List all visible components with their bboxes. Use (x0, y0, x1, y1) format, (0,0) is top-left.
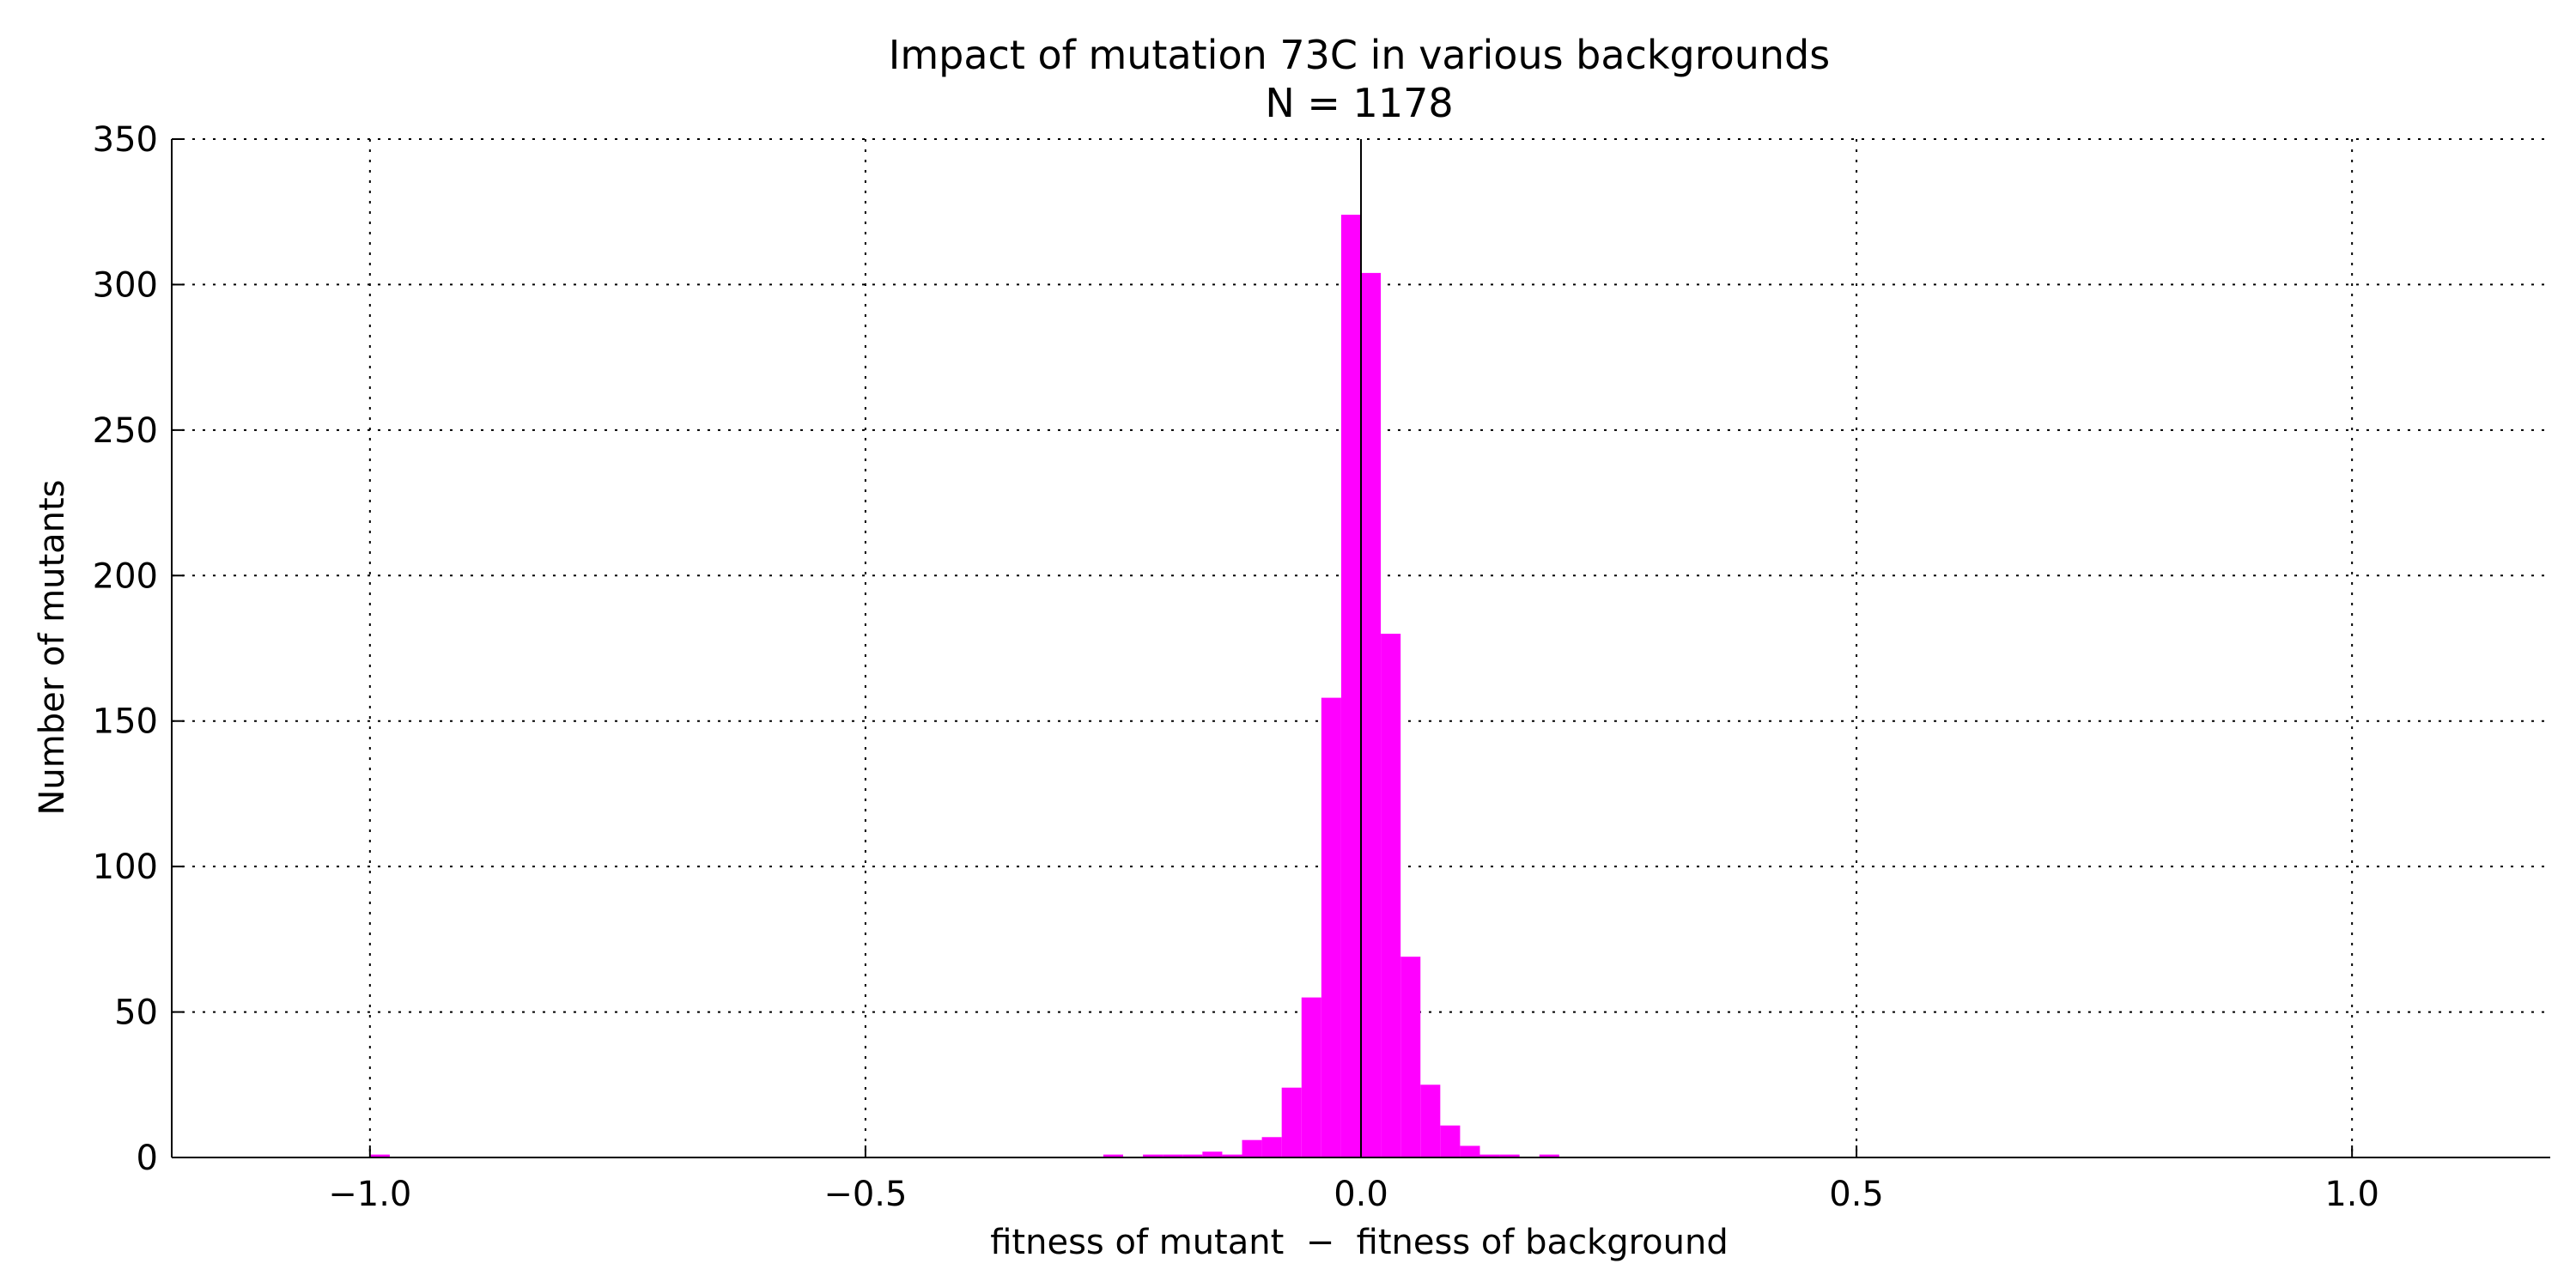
histogram-bar (1479, 1154, 1500, 1157)
x-tick-label: 1.0 (2324, 1175, 2379, 1214)
histogram-bar (1182, 1154, 1203, 1157)
histogram-bar (1440, 1125, 1461, 1157)
histogram-bar (1420, 1084, 1441, 1157)
y-tick-labels: 0 50 100 150 200 250 300 350 (93, 120, 158, 1178)
histogram-bar (1222, 1154, 1242, 1157)
chart-subtitle: N = 1178 (1265, 80, 1453, 126)
y-tick-label: 150 (93, 702, 158, 742)
histogram-bar (1340, 215, 1361, 1157)
y-tick-label: 200 (93, 556, 158, 596)
histogram-bar (1163, 1154, 1183, 1157)
y-tick-label: 350 (93, 120, 158, 160)
histogram-bar (1103, 1154, 1123, 1157)
histogram-bar (1381, 634, 1401, 1157)
histogram-bar (1460, 1145, 1480, 1157)
histogram-bar (1281, 1087, 1302, 1157)
y-tick-label: 250 (93, 411, 158, 451)
x-tick-label: −1.0 (328, 1175, 411, 1214)
histogram-bar (1261, 1137, 1282, 1157)
y-axis-label: Number of mutants (33, 479, 72, 815)
x-tick-labels: −1.0 −0.5 0.0 0.5 1.0 (328, 1175, 2379, 1214)
chart-title: Impact of mutation 73C in various backgr… (889, 32, 1830, 78)
histogram-bar (1361, 272, 1382, 1158)
y-tick-label: 0 (137, 1139, 158, 1178)
x-tick-label: 0.0 (1334, 1175, 1388, 1214)
axes (171, 138, 2550, 1158)
y-tick-label: 50 (114, 993, 158, 1033)
histogram-bars (369, 215, 1559, 1158)
y-tick-label: 300 (93, 265, 158, 305)
histogram-bar (1202, 1151, 1223, 1157)
histogram-bar (1499, 1154, 1520, 1157)
histogram-bar (369, 1154, 390, 1157)
y-tick-label: 100 (93, 848, 158, 887)
histogram-bar (1321, 697, 1341, 1157)
x-axis-label: fitness of mutant − fitness of backgroun… (990, 1223, 1728, 1262)
histogram-bar (1242, 1139, 1262, 1157)
histogram-bar (1539, 1154, 1559, 1157)
x-tick-label: −0.5 (823, 1175, 907, 1214)
histogram-bar (1400, 957, 1421, 1157)
histogram-bar (1301, 997, 1321, 1157)
x-tick-label: 0.5 (1829, 1175, 1884, 1214)
histogram-bar (1143, 1154, 1163, 1157)
